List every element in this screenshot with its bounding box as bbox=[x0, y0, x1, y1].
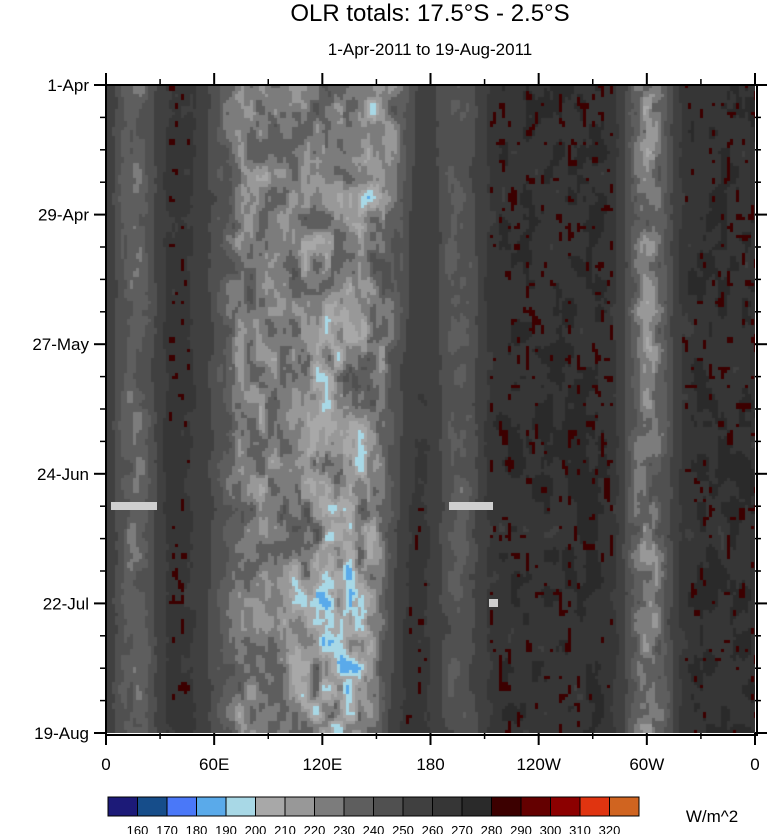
colorbar-box bbox=[432, 796, 463, 817]
x-tick-label: 0 bbox=[101, 755, 110, 774]
colorbar-box bbox=[402, 796, 433, 817]
colorbar-label: 180 bbox=[186, 823, 208, 834]
colorbar-label: 230 bbox=[333, 823, 355, 834]
colorbar-box bbox=[196, 796, 227, 817]
y-tick-label: 22-Jul bbox=[43, 594, 89, 613]
x-tick-label: 180 bbox=[416, 755, 444, 774]
colorbar-label: 200 bbox=[245, 823, 267, 834]
colorbar-box bbox=[550, 796, 581, 817]
colorbar-label: 160 bbox=[127, 823, 149, 834]
missing-data-bar bbox=[489, 599, 498, 607]
x-tick-label: 60W bbox=[629, 755, 664, 774]
y-tick-label: 19-Aug bbox=[34, 724, 89, 743]
colorbar-label: 320 bbox=[599, 823, 621, 834]
colorbar-label: 290 bbox=[510, 823, 532, 834]
colorbar-box bbox=[225, 796, 256, 817]
colorbar-label: 190 bbox=[215, 823, 237, 834]
colorbar-label: 260 bbox=[422, 823, 444, 834]
y-tick-label: 27-May bbox=[32, 335, 89, 354]
colorbar-box bbox=[491, 796, 522, 817]
colorbar-box bbox=[137, 796, 168, 817]
units-label: W/m^2 bbox=[686, 807, 738, 826]
colorbar-box bbox=[166, 796, 197, 817]
olr-field-plot bbox=[106, 85, 755, 733]
x-tick-label: 120W bbox=[516, 755, 560, 774]
x-tick-label: 0 bbox=[750, 755, 759, 774]
colorbar-box bbox=[284, 796, 315, 817]
colorbar-label: 220 bbox=[304, 823, 326, 834]
colorbar-box bbox=[461, 796, 492, 817]
colorbar-box bbox=[343, 796, 374, 817]
colorbar-label: 280 bbox=[481, 823, 503, 834]
x-tick-label: 120E bbox=[302, 755, 342, 774]
colorbar-box bbox=[314, 796, 345, 817]
colorbar-box bbox=[579, 796, 610, 817]
colorbar-box bbox=[609, 796, 640, 817]
colorbar-label: 300 bbox=[540, 823, 562, 834]
colorbar-box bbox=[107, 796, 138, 817]
colorbar-label: 240 bbox=[363, 823, 385, 834]
missing-data-bar bbox=[449, 502, 493, 510]
colorbar-box bbox=[255, 796, 286, 817]
x-tick-label: 60E bbox=[199, 755, 229, 774]
y-tick-label: 1-Apr bbox=[47, 76, 89, 95]
colorbar-label: 210 bbox=[274, 823, 296, 834]
chart-title: OLR totals: 17.5°S - 2.5°S bbox=[290, 0, 570, 27]
chart-subtitle: 1-Apr-2011 to 19-Aug-2011 bbox=[327, 40, 533, 59]
colorbar-label: 270 bbox=[451, 823, 473, 834]
y-tick-label: 24-Jun bbox=[37, 465, 89, 484]
colorbar-box bbox=[520, 796, 551, 817]
y-tick-label: 29-Apr bbox=[38, 206, 89, 225]
colorbar-box bbox=[373, 796, 404, 817]
missing-data-bar bbox=[111, 502, 157, 510]
colorbar-label: 250 bbox=[392, 823, 414, 834]
colorbar-label: 170 bbox=[156, 823, 178, 834]
colorbar-label: 310 bbox=[569, 823, 591, 834]
